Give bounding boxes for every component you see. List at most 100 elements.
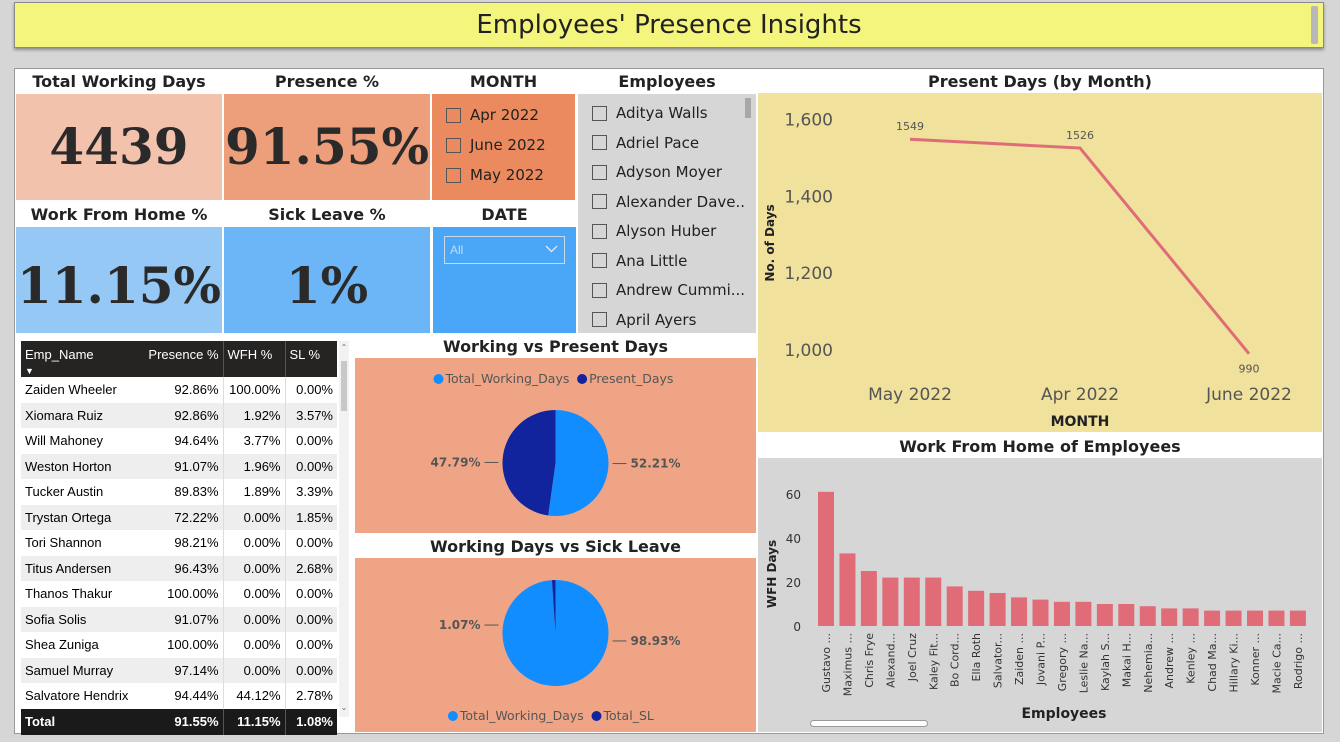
column-header-sl[interactable]: SL % xyxy=(284,341,337,377)
month-option-june-2022[interactable]: June 2022 xyxy=(446,130,575,160)
checkbox[interactable] xyxy=(592,105,607,121)
scroll-thumb[interactable] xyxy=(341,361,347,411)
table-row[interactable]: Samuel Murray 97.14% 0.00% 0.00% xyxy=(21,657,337,683)
bar xyxy=(903,577,920,626)
table-row[interactable]: Trystan Ortega 72.22% 0.00% 1.85% xyxy=(21,504,337,530)
table-cell: Samuel Murray xyxy=(25,662,114,678)
checkbox[interactable] xyxy=(592,194,607,210)
date-slicer-label: DATE xyxy=(433,203,576,227)
table-row[interactable]: Sofia Solis 91.07% 0.00% 0.00% xyxy=(21,606,337,632)
table-cell: 100.00% xyxy=(167,586,219,602)
bar-chart-scrollbar[interactable] xyxy=(810,720,928,727)
table-cell: 1.92% xyxy=(222,402,285,428)
table-row[interactable]: Thanos Thakur 100.00% 0.00% 0.00% xyxy=(21,581,337,607)
table-row[interactable]: Tori Shannon 98.21% 0.00% 0.00% xyxy=(21,530,337,556)
y-tick-label: 0 xyxy=(793,620,801,634)
month-slicer[interactable]: MONTH Apr 2022 June 2022 May 2022 xyxy=(432,70,575,200)
total-cell: Total xyxy=(25,714,56,729)
table-row[interactable]: Weston Horton 91.07% 1.96% 0.00% xyxy=(21,453,337,479)
table-row[interactable]: Shea Zuniga 100.00% 0.00% 0.00% xyxy=(21,632,337,658)
table-row[interactable]: Xiomara Ruiz 92.86% 1.92% 3.57% xyxy=(21,402,337,428)
bar xyxy=(1139,606,1156,626)
y-tick-label: 20 xyxy=(786,576,801,590)
y-tick-label: 60 xyxy=(786,488,801,502)
employee-option[interactable]: Adriel Pace xyxy=(592,128,744,158)
bar xyxy=(925,577,942,626)
checkbox[interactable] xyxy=(446,137,461,153)
scroll-up-icon[interactable]: ⌃ xyxy=(340,343,348,352)
date-dropdown[interactable]: All xyxy=(444,236,565,264)
table-cell: 3.77% xyxy=(222,428,285,454)
bar-chart-visual: Work From Home of Employees 0 20 40 60 WFH D… xyxy=(758,435,1322,732)
checkbox[interactable] xyxy=(592,312,607,328)
employee-option[interactable]: Aditya Walls xyxy=(592,98,744,128)
table-cell: 94.44% xyxy=(174,688,219,704)
chart-title: Working vs Present Days xyxy=(355,336,756,358)
employee-option[interactable]: Ana Little xyxy=(592,246,744,276)
table-row[interactable]: Salvatore Hendrix 94.44% 44.12% 2.78% xyxy=(21,683,337,709)
table-cell: 89.83% xyxy=(174,484,219,500)
card-value: 4439 xyxy=(16,94,222,200)
table-cell: 0.00% xyxy=(284,377,337,403)
employee-option[interactable]: Adyson Moyer xyxy=(592,158,744,188)
bar xyxy=(968,590,985,626)
legend-marker xyxy=(433,374,444,384)
employee-table: Emp_Name ▼ Presence % WFH % SL % Zaiden W… xyxy=(21,341,337,735)
table-cell: Xiomara Ruiz xyxy=(25,407,104,423)
checkbox[interactable] xyxy=(446,107,461,123)
x-tick-label: Hillary Ki... xyxy=(1228,633,1241,692)
date-slicer[interactable]: DATE All xyxy=(433,203,576,333)
employee-option[interactable]: Alyson Huber xyxy=(592,217,744,247)
checkbox[interactable] xyxy=(592,135,607,151)
employee-option[interactable]: Andrew Cummi... xyxy=(592,276,744,306)
column-header-wfh[interactable]: WFH % xyxy=(222,341,285,377)
employee-option[interactable]: April Ayers xyxy=(592,305,744,335)
x-tick-label: Gustavo ... xyxy=(820,633,833,693)
month-option-may-2022[interactable]: May 2022 xyxy=(446,160,575,190)
table-row[interactable]: Will Mahoney 94.64% 3.77% 0.00% xyxy=(21,428,337,454)
table-cell: 0.00% xyxy=(222,530,285,556)
card-value: 11.15% xyxy=(16,227,222,333)
employees-scrollbar[interactable] xyxy=(745,98,751,118)
table-body: Zaiden Wheeler 92.86% 100.00% 0.00% Xiomara … xyxy=(21,377,337,709)
table-total-row: Total 91.55% 11.15% 1.08% xyxy=(21,708,337,735)
table-cell: 92.86% xyxy=(174,382,219,398)
bar xyxy=(989,593,1006,626)
employee-option-label: Aditya Walls xyxy=(616,104,708,122)
checkbox[interactable] xyxy=(592,282,607,298)
pie-working-vs-sick-visual: Working Days vs Sick Leave 98.93% 1.07% To… xyxy=(355,536,756,732)
table-scrollbar[interactable]: ⌃ ⌄ xyxy=(339,341,349,717)
checkbox[interactable] xyxy=(446,167,461,183)
data-label: 1526 xyxy=(1066,129,1094,142)
table-row[interactable]: Tucker Austin 89.83% 1.89% 3.39% xyxy=(21,479,337,505)
table-cell: 0.00% xyxy=(284,657,337,683)
title-scrollbar[interactable] xyxy=(1311,6,1318,44)
bar xyxy=(818,491,834,626)
month-options: Apr 2022 June 2022 May 2022 xyxy=(432,94,575,190)
month-option-apr-2022[interactable]: Apr 2022 xyxy=(446,100,575,130)
employee-option-label: Alyson Huber xyxy=(616,222,717,241)
table-row[interactable]: Titus Andersen 96.43% 0.00% 2.68% xyxy=(21,555,337,581)
employee-option[interactable]: Alexander Dave... xyxy=(592,187,744,217)
table-cell: 44.12% xyxy=(222,683,285,709)
scroll-down-icon[interactable]: ⌄ xyxy=(340,703,348,712)
table-row[interactable]: Zaiden Wheeler 92.86% 100.00% 0.00% xyxy=(21,377,337,403)
employee-option-label: Adyson Moyer xyxy=(616,163,723,182)
bar xyxy=(1011,597,1028,626)
checkbox[interactable] xyxy=(592,164,607,180)
x-tick-label: Zaiden ... xyxy=(1013,633,1026,685)
total-cell: 1.08% xyxy=(284,708,337,735)
data-label: 990 xyxy=(1239,363,1260,376)
column-header-presence[interactable]: Presence % xyxy=(143,341,223,377)
column-header-emp-name[interactable]: Emp_Name ▼ xyxy=(21,341,143,377)
checkbox[interactable] xyxy=(592,253,607,269)
checkbox[interactable] xyxy=(592,223,607,239)
table-cell: 98.21% xyxy=(174,535,219,551)
table-cell: Shea Zuniga xyxy=(25,637,99,653)
table-cell: 91.07% xyxy=(174,611,219,627)
x-tick-label: Maximus ... xyxy=(841,633,854,696)
table-cell: 0.00% xyxy=(284,453,337,479)
employees-slicer[interactable]: Employees Aditya Walls Adriel Pace Adyso… xyxy=(578,70,756,333)
bar xyxy=(1268,610,1285,626)
table-cell: 0.00% xyxy=(222,606,285,632)
